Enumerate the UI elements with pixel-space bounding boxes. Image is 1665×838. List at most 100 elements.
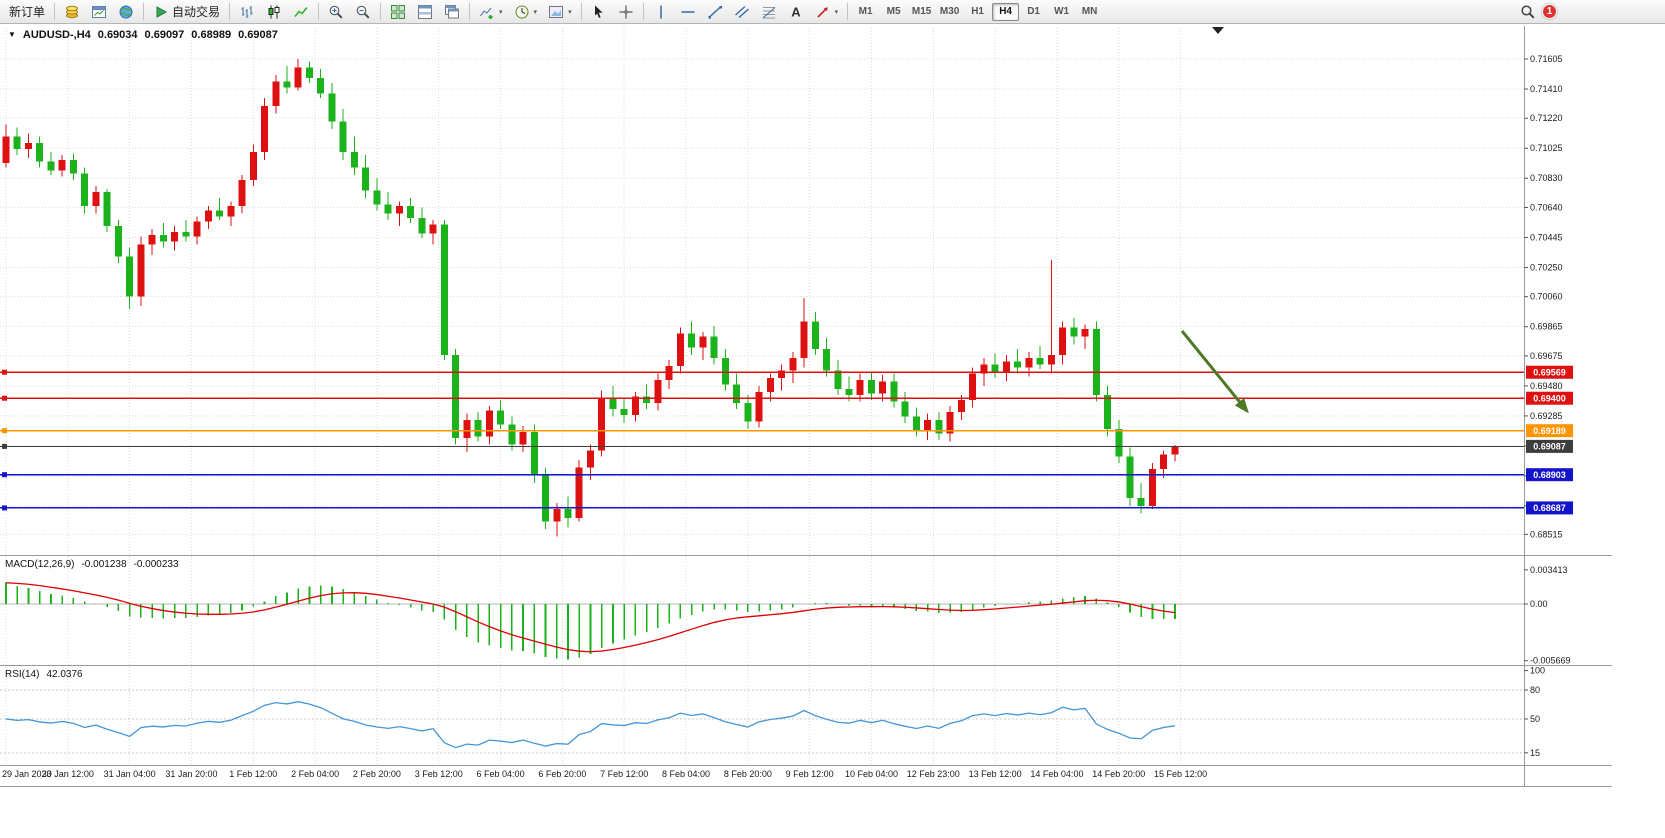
chart-menu-icon[interactable]: ▼: [8, 30, 16, 39]
candlestick-icon: [268, 5, 280, 18]
svg-text:7 Feb 12:00: 7 Feb 12:00: [600, 769, 648, 779]
svg-text:A: A: [791, 4, 801, 19]
periods-button[interactable]: ▾: [509, 1, 543, 22]
cursor-icon: [594, 5, 603, 18]
chart-window-button[interactable]: [86, 1, 112, 22]
arrows-icon: [817, 6, 828, 18]
svg-text:9 Feb 12:00: 9 Feb 12:00: [786, 769, 834, 779]
macd-label: MACD(12,26,9) -0.001238 -0.000233: [5, 559, 179, 570]
candlestick-chart-button[interactable]: [261, 1, 287, 22]
deposit-button[interactable]: [59, 1, 85, 22]
notification-badge[interactable]: 1: [1542, 4, 1557, 19]
trend-arrow[interactable]: [1180, 330, 1249, 414]
svg-text:100: 100: [1530, 666, 1545, 676]
rsi-name: RSI(14): [5, 669, 40, 680]
toolbar-separator: [229, 3, 231, 20]
cascade-windows-button[interactable]: [439, 1, 465, 22]
dropdown-caret: ▾: [568, 8, 572, 16]
chart-shift-marker: [1212, 27, 1224, 34]
search-button[interactable]: [1515, 1, 1541, 22]
template-icon: [549, 5, 564, 18]
svg-text:10 Feb 04:00: 10 Feb 04:00: [845, 769, 898, 779]
zoom-in-button[interactable]: [323, 1, 349, 22]
dropdown-caret: ▾: [533, 8, 538, 16]
timeframe-button-h1[interactable]: H1: [971, 6, 984, 17]
main-toolbar: 新订单 自动交易 ▾ ▾ ▾ A ▾ M1 M5 M15 M30 H1 H4 D1 W1 MN …: [0, 0, 1665, 24]
svg-text:15 Feb 12:00: 15 Feb 12:00: [1154, 769, 1207, 779]
toolbar-separator: [642, 3, 644, 20]
svg-text:0.70830: 0.70830: [1530, 173, 1563, 183]
line-chart-icon: [294, 6, 308, 17]
search-icon: [1521, 4, 1535, 19]
zoom-in-icon: [329, 5, 343, 19]
add-indicator-button[interactable]: ▾: [474, 1, 508, 22]
arrange-windows-button[interactable]: [412, 1, 438, 22]
timeframe-button-m30[interactable]: M30: [939, 6, 960, 17]
price-tag: [1526, 365, 1573, 379]
svg-text:29 Jan 2023: 29 Jan 2023: [2, 769, 52, 779]
zoom-out-icon: [356, 5, 370, 19]
bar-chart-button[interactable]: [234, 1, 260, 22]
svg-text:0.68515: 0.68515: [1530, 529, 1563, 539]
svg-text:2 Feb 04:00: 2 Feb 04:00: [291, 769, 339, 779]
svg-text:6 Feb 20:00: 6 Feb 20:00: [538, 769, 586, 779]
svg-text:0.69189: 0.69189: [1533, 426, 1566, 436]
low-value: 0.68989: [191, 29, 232, 41]
cursor-button[interactable]: [586, 1, 612, 22]
annotation-layer[interactable]: [1180, 330, 1249, 414]
fibonacci-button[interactable]: [756, 1, 782, 22]
svg-text:31 Jan 04:00: 31 Jan 04:00: [104, 769, 156, 779]
vertical-line-button[interactable]: [648, 1, 674, 22]
macd-value: -0.001238: [81, 559, 127, 570]
svg-text:12 Feb 23:00: 12 Feb 23:00: [907, 769, 960, 779]
line-anchor-handle: [2, 369, 7, 375]
tile-windows-button[interactable]: [385, 1, 411, 22]
svg-text:80: 80: [1530, 685, 1540, 695]
timeframe-button-m1[interactable]: M1: [858, 6, 873, 17]
toolbar-separator: [54, 3, 56, 20]
vertical-line-icon: [659, 5, 662, 18]
timeframe-button-m15[interactable]: M15: [911, 6, 932, 17]
autotrading-button[interactable]: 自动交易: [148, 1, 225, 22]
toolbar-separator: [143, 3, 145, 20]
fibonacci-icon: [762, 6, 775, 18]
svg-text:50: 50: [1530, 714, 1540, 724]
svg-text:0.69400: 0.69400: [1533, 393, 1566, 403]
new-order-button[interactable]: 新订单: [4, 1, 50, 22]
timeframe-button-w1[interactable]: W1: [1054, 6, 1070, 17]
zoom-out-button[interactable]: [350, 1, 376, 22]
svg-text:-0.005669: -0.005669: [1530, 656, 1571, 666]
community-button[interactable]: [113, 1, 139, 22]
svg-text:14 Feb 20:00: 14 Feb 20:00: [1092, 769, 1145, 779]
arrows-button[interactable]: ▾: [810, 1, 844, 22]
svg-text:1 Feb 12:00: 1 Feb 12:00: [229, 769, 277, 779]
svg-text:0.69675: 0.69675: [1530, 351, 1563, 361]
text-button[interactable]: A: [783, 1, 809, 22]
timeframe-group: M1 M5 M15 M30 H1 H4 D1 W1 MN: [852, 2, 1103, 21]
template-button[interactable]: ▾: [543, 1, 577, 22]
rsi-value: 42.0376: [46, 669, 83, 680]
line-chart-button[interactable]: [288, 1, 314, 22]
arrange-windows-icon: [418, 4, 433, 19]
autotrading-play-icon: [156, 5, 168, 18]
levels-layer[interactable]: 0.69569 0.69400 0.69189 0.69087 0.68903 0.686…: [0, 365, 1573, 515]
timeframe-button-m5[interactable]: M5: [886, 6, 901, 17]
new-order-label: 新订单: [9, 5, 46, 19]
coins-icon: [66, 5, 79, 18]
timeframe-button-h4[interactable]: H4: [992, 2, 1020, 21]
svg-text:0.003413: 0.003413: [1530, 565, 1568, 575]
svg-text:0.70060: 0.70060: [1530, 292, 1563, 302]
bar-chart-icon: [241, 5, 253, 18]
macd-layer: [0, 582, 1524, 660]
trendline-button[interactable]: [702, 1, 728, 22]
svg-text:13 Feb 12:00: 13 Feb 12:00: [969, 769, 1022, 779]
axes-layer: 0.71605 0.71410 0.71220 0.71025 0.70830 0.706…: [0, 26, 1612, 787]
timeframe-button-d1[interactable]: D1: [1027, 6, 1040, 17]
horizontal-line-button[interactable]: [675, 1, 701, 22]
clock-icon: [515, 5, 529, 18]
crosshair-button[interactable]: [613, 1, 639, 22]
timeframe-button-mn[interactable]: MN: [1081, 6, 1098, 17]
price-tag: [1526, 468, 1573, 482]
channel-button[interactable]: [729, 1, 755, 22]
